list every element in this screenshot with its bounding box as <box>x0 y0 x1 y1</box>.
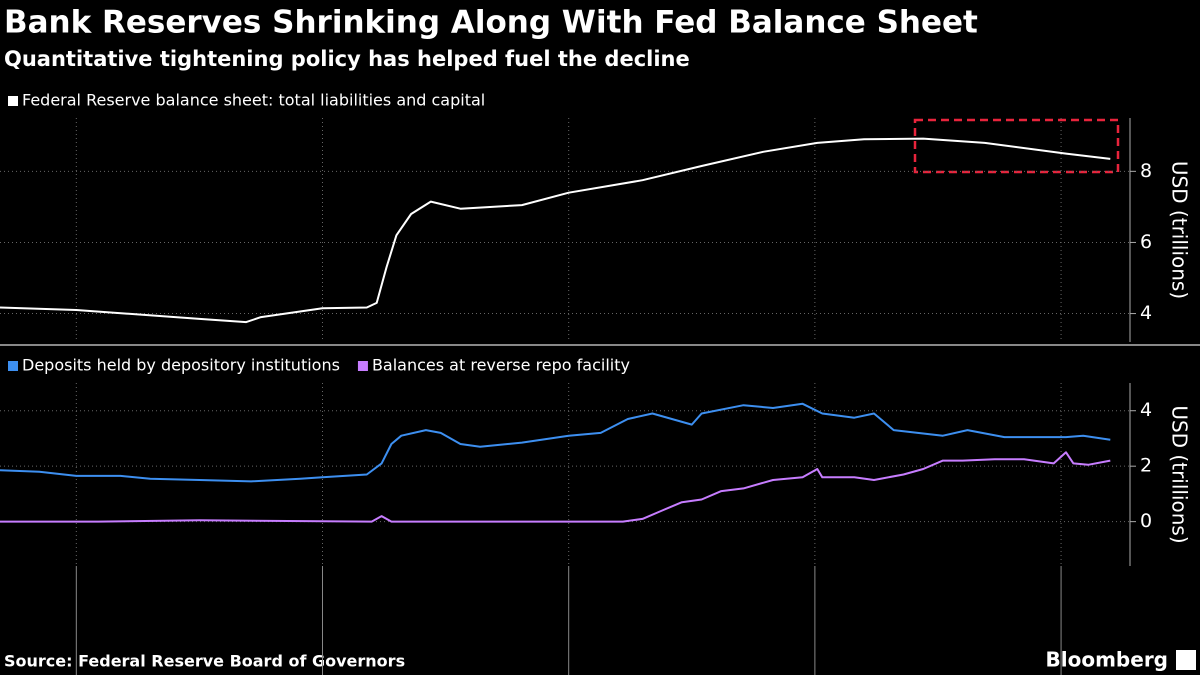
brand: Bloomberg <box>1046 648 1168 672</box>
brand-logo <box>1176 650 1196 670</box>
series-line <box>0 451 1111 523</box>
legend-marker <box>8 96 18 106</box>
chart-title: Bank Reserves Shrinking Along With Fed B… <box>4 5 978 41</box>
y-tick-label: 8 <box>1140 160 1152 182</box>
series-line <box>0 137 1111 324</box>
y-tick-label: 2 <box>1140 455 1152 477</box>
legend-marker <box>8 361 18 371</box>
y-tick-label: 0 <box>1140 510 1152 532</box>
y-tick-label: 4 <box>1140 399 1152 421</box>
legend-label: Balances at reverse repo facility <box>372 356 630 375</box>
y-tick-label: 4 <box>1140 302 1152 324</box>
series-line <box>0 402 1111 483</box>
y-axis-title: USD (trillions) <box>1168 405 1192 543</box>
highlight-box <box>913 118 1120 174</box>
legend-marker <box>357 361 368 371</box>
legend-label: Deposits held by depository institutions <box>22 356 340 375</box>
y-tick-label: 6 <box>1140 231 1152 253</box>
chart-subtitle: Quantitative tightening policy has helpe… <box>4 47 690 71</box>
source: Source: Federal Reserve Board of Governo… <box>4 652 405 671</box>
y-axis-title: USD (trillions) <box>1168 161 1192 299</box>
legend-label: Federal Reserve balance sheet: total lia… <box>22 91 485 110</box>
